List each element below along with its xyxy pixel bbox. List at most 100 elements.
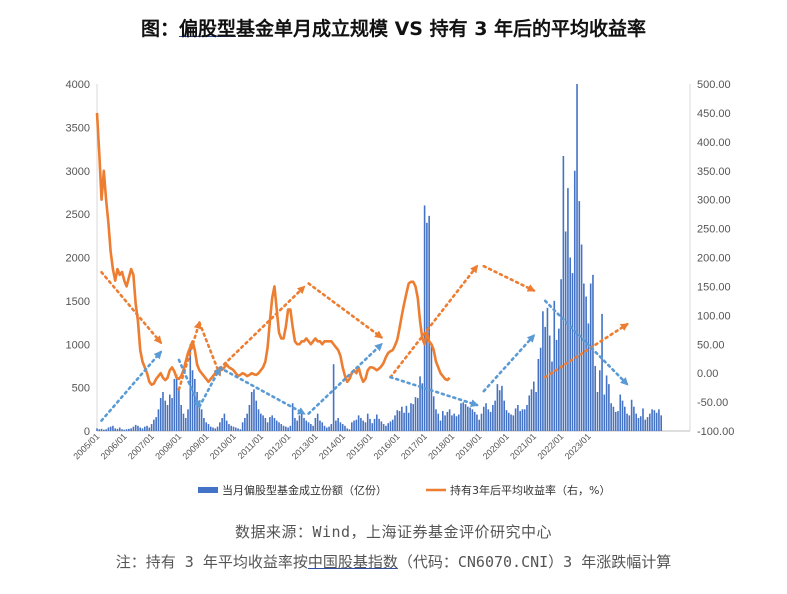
- bar: [214, 428, 217, 431]
- bar: [555, 339, 558, 431]
- x-tick-label: 2020/01: [481, 431, 511, 461]
- bar: [239, 429, 242, 431]
- orange-trend-arrow: [482, 264, 536, 292]
- bar: [512, 415, 515, 431]
- bar: [376, 414, 378, 431]
- bar: [385, 425, 387, 431]
- bar: [426, 222, 428, 431]
- bar-series-layer: [96, 84, 662, 432]
- bar: [407, 412, 410, 431]
- note-rest: （代码：CN6070.CNI）3 年涨跌幅计算: [397, 553, 672, 571]
- bar: [448, 409, 451, 431]
- bar: [412, 404, 415, 431]
- bar: [285, 426, 287, 431]
- bar: [312, 425, 314, 431]
- bar: [234, 427, 237, 431]
- bar: [341, 424, 344, 431]
- bar: [421, 383, 424, 431]
- bar: [619, 394, 622, 431]
- bar: [560, 279, 562, 431]
- bar: [221, 417, 223, 431]
- legend: 当月偏股型基金成立份额（亿份） 持有3年后平均收益率（右，%）: [198, 483, 610, 497]
- trend-arrow-layer: [100, 264, 629, 422]
- x-tick-label: 2008/01: [153, 431, 183, 461]
- bar: [489, 411, 492, 431]
- bar: [473, 411, 476, 431]
- bar: [303, 417, 305, 431]
- bar: [105, 429, 107, 431]
- bar: [264, 417, 267, 431]
- bar: [139, 427, 142, 431]
- bar: [314, 417, 317, 431]
- x-tick-label: 2021/01: [508, 431, 538, 461]
- bar: [530, 389, 533, 431]
- bar: [455, 416, 458, 431]
- bar: [319, 420, 321, 431]
- bar: [207, 424, 210, 431]
- bar: [291, 403, 294, 431]
- bar: [351, 422, 353, 431]
- bar: [498, 390, 501, 431]
- bar: [212, 427, 214, 431]
- bar: [255, 400, 258, 431]
- bar: [353, 420, 355, 431]
- bar: [496, 384, 499, 431]
- bar: [250, 391, 253, 431]
- orange-trend-arrow: [177, 320, 202, 391]
- combo-chart: 0 500 1000 1500 2000 2500 3000 3500 4000 -100.00 -…: [66, 79, 735, 497]
- bar: [287, 427, 289, 431]
- blue-trend-arrow: [218, 366, 306, 415]
- bar: [269, 417, 271, 431]
- bar: [617, 411, 619, 431]
- bar: [369, 418, 371, 431]
- bar: [125, 429, 128, 431]
- bar: [587, 323, 590, 431]
- bar: [289, 425, 292, 431]
- bar: [460, 403, 462, 431]
- bar: [503, 400, 506, 431]
- bar: [523, 409, 526, 431]
- bar: [262, 415, 264, 431]
- title-rest: 基金单月成立规模 VS 持有 3 年后的平均收益率: [235, 18, 647, 40]
- bar: [321, 422, 324, 431]
- bar: [537, 359, 540, 431]
- right-tick-label: 50.00: [697, 339, 725, 351]
- bar: [153, 419, 155, 431]
- bar: [332, 364, 335, 431]
- right-tick-label: -100.00: [697, 426, 734, 438]
- x-tick-label: 2013/01: [290, 431, 320, 461]
- left-tick-label: 2500: [66, 209, 90, 221]
- bar: [112, 425, 114, 431]
- bar: [137, 425, 139, 431]
- bar: [533, 381, 535, 431]
- bar: [535, 391, 537, 431]
- bar: [141, 428, 144, 431]
- right-tick-label: 500.00: [697, 79, 731, 91]
- bar: [273, 417, 276, 431]
- bar: [603, 394, 606, 431]
- title-underlined: 偏股型: [178, 18, 236, 40]
- bar: [453, 413, 455, 431]
- bar: [639, 416, 642, 431]
- bar: [610, 403, 612, 431]
- bar: [596, 391, 599, 431]
- orange-trend-arrow: [198, 321, 222, 377]
- bar: [187, 409, 189, 431]
- bar: [128, 428, 130, 431]
- bar: [157, 409, 160, 431]
- bar: [653, 410, 656, 431]
- left-tick-label: 0: [84, 426, 90, 438]
- bar: [280, 424, 283, 431]
- x-tick-label: 2019/01: [454, 431, 484, 461]
- bar: [305, 420, 308, 431]
- bar: [478, 419, 480, 431]
- bar: [633, 406, 635, 431]
- bar: [410, 403, 412, 431]
- left-tick-label: 4000: [66, 79, 90, 91]
- bar: [132, 426, 135, 431]
- bar: [307, 422, 310, 431]
- bar: [457, 414, 460, 431]
- bar: [178, 387, 180, 432]
- bar: [248, 404, 251, 431]
- bar: [637, 417, 640, 431]
